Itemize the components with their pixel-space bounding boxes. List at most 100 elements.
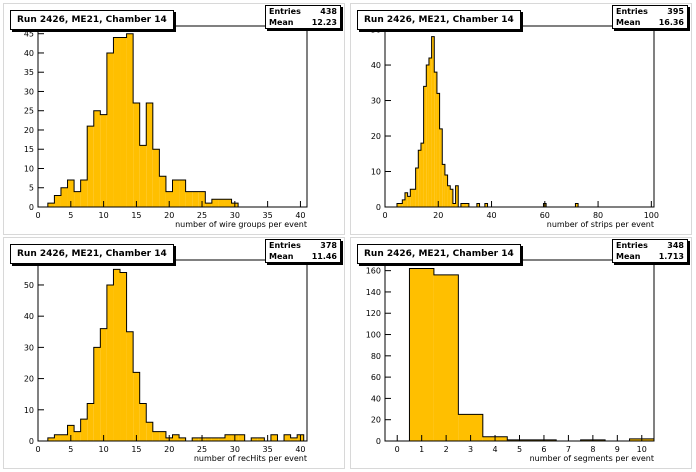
x-tick-label: 10 (99, 445, 109, 454)
histogram-bar (433, 274, 459, 441)
stat-mean-value: 1.713 (658, 252, 684, 261)
y-tick-label: 20 (371, 132, 381, 141)
x-tick-label: 8 (590, 445, 595, 454)
stat-mean-value: 16.36 (658, 18, 684, 27)
x-tick-label: 4 (492, 445, 497, 454)
stat-mean-label: Mean (616, 252, 641, 261)
histogram-bar (423, 86, 427, 207)
x-tick-label: 60 (540, 211, 550, 220)
x-tick-label: 2 (444, 445, 449, 454)
stat-entries-label: Entries (269, 241, 301, 250)
histogram-bar (418, 150, 421, 207)
y-tick-label: 15 (24, 145, 34, 154)
histogram-bar (442, 164, 445, 207)
x-tick-label: 1 (419, 445, 424, 454)
histogram-bar (404, 192, 408, 207)
y-tick-label: 160 (366, 267, 381, 276)
histogram-bar (431, 36, 435, 207)
x-tick-label: 20 (433, 211, 443, 220)
histogram-pad-wire-groups: 0 5 10 15 20 25 30 35 40 0 5 10 15 20 25 30 35 40 45 number… (3, 3, 345, 235)
stat-entries-value: 438 (320, 7, 337, 16)
stats-box: Entries 378 Mean 11.46 (265, 239, 341, 263)
histogram-pad-rechits: 0 5 10 15 20 25 30 35 40 0 10 20 30 40 50 number of rec… (3, 237, 345, 469)
histogram-bar (152, 149, 160, 207)
x-tick-label: 40 (295, 211, 305, 220)
x-tick-label: 5 (517, 445, 522, 454)
x-tick-label: 20 (164, 211, 174, 220)
y-tick-label: 25 (24, 107, 34, 116)
stat-entries-value: 395 (667, 7, 684, 16)
stat-entries-value: 348 (667, 241, 684, 250)
histogram-bar (420, 143, 424, 207)
histogram-bar (93, 347, 101, 441)
histogram-bar (126, 331, 134, 441)
histogram-outline (41, 33, 304, 208)
y-tick-label: 5 (29, 184, 34, 193)
histogram-bar (133, 103, 140, 207)
histogram-bar (106, 284, 114, 441)
x-tick-label: 5 (68, 445, 73, 454)
x-tick-label: 5 (68, 211, 73, 220)
stat-entries-value: 378 (320, 241, 337, 250)
histogram-bar (67, 425, 75, 441)
y-tick-label: 30 (371, 97, 381, 106)
histogram-bar (139, 145, 147, 207)
histogram-bar (133, 372, 140, 441)
y-tick-label: 40 (371, 394, 381, 403)
histogram-bar (484, 203, 488, 207)
histogram-bar (165, 191, 173, 207)
histogram-bar (54, 434, 61, 441)
stat-entries-label: Entries (269, 7, 301, 16)
histogram-bar (434, 72, 437, 207)
histogram-bar (452, 203, 456, 207)
histogram-outline (41, 268, 305, 442)
x-tick-label: 25 (197, 445, 207, 454)
y-tick-label: 0 (29, 203, 34, 212)
histogram-bar (224, 434, 232, 441)
stat-mean-label: Mean (616, 18, 641, 27)
stat-mean-value: 11.46 (311, 252, 337, 261)
histogram-bar (238, 434, 245, 441)
x-tick-label: 25 (197, 211, 207, 220)
stat-entries-label: Entries (616, 7, 648, 16)
histogram-bar (47, 437, 55, 441)
histogram-bar (415, 167, 419, 207)
segments-plot: 0 1 2 3 4 5 6 7 8 9 10020406080100120140160number … (366, 259, 655, 463)
histogram-bar (257, 437, 265, 441)
histogram-bar (463, 203, 467, 207)
x-tick-label: 7 (566, 445, 571, 454)
x-tick-label: 0 (35, 211, 40, 220)
histogram-bar (74, 431, 81, 441)
histogram-bar (120, 272, 127, 441)
x-axis-label: number of segments per event (530, 454, 654, 463)
x-tick-label: 6 (541, 445, 546, 454)
rechits-plot: 0 5 10 15 20 25 30 35 40 0 10 20 30 40 50 number of rec… (24, 259, 308, 463)
y-tick-label: 50 (24, 281, 34, 290)
x-tick-label: 0 (395, 445, 400, 454)
histogram-bar (211, 437, 219, 441)
histogram-bar (575, 203, 579, 207)
histogram-bar (412, 189, 416, 207)
histogram-bar (159, 431, 166, 441)
x-axis-label: number of recHits per event (194, 454, 307, 463)
y-tick-label: 0 (376, 437, 381, 446)
histogram-bar (67, 180, 75, 207)
histogram-bar (410, 189, 413, 207)
plot-title: Run 2426, ME21, Chamber 14 (357, 244, 521, 264)
y-tick-label: 50 (371, 26, 381, 35)
histogram-bar (205, 203, 212, 207)
histogram-bar (426, 65, 429, 207)
strips-plot: 0 20 40 60 80 100 0 10 20 30 40 50 number of strips … (371, 25, 659, 229)
x-axis-label: number of strips per event (547, 220, 654, 229)
stat-mean-label: Mean (269, 252, 294, 261)
y-tick-label: 35 (24, 68, 34, 77)
histogram-bar (444, 175, 448, 207)
y-tick-label: 10 (371, 168, 381, 177)
histogram-bar (172, 434, 180, 441)
histogram-pad-segments: 0 1 2 3 4 5 6 7 8 9 10 0 20 40 60 80 100 120 140 160 number … (350, 237, 692, 469)
x-tick-label: 10 (99, 211, 109, 220)
x-tick-label: 40 (486, 211, 496, 220)
histogram-bar (396, 203, 400, 207)
x-tick-label: 80 (593, 211, 603, 220)
